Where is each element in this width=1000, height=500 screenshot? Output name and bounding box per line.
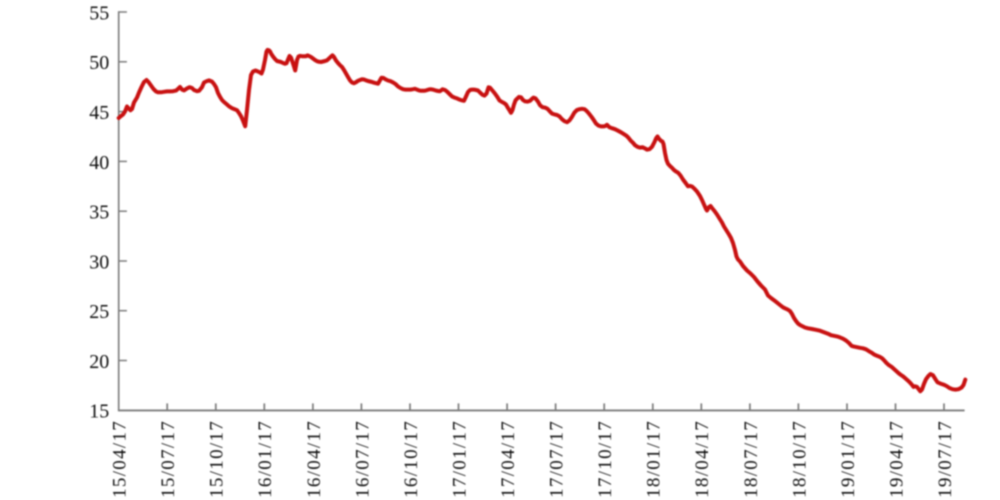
svg-text:19/04/17: 19/04/17: [886, 420, 907, 498]
svg-text:18/01/17: 18/01/17: [644, 420, 665, 498]
svg-text:30: 30: [89, 251, 109, 273]
svg-text:17/04/17: 17/04/17: [498, 420, 519, 498]
svg-text:16/04/17: 16/04/17: [304, 420, 325, 498]
svg-text:15/04/17: 15/04/17: [110, 420, 131, 498]
svg-text:18/07/17: 18/07/17: [741, 420, 762, 498]
svg-text:50: 50: [89, 52, 109, 74]
svg-text:35: 35: [89, 202, 109, 224]
svg-text:55: 55: [89, 2, 109, 24]
svg-text:16/10/17: 16/10/17: [401, 420, 422, 498]
svg-text:17/01/17: 17/01/17: [449, 420, 470, 498]
svg-text:15: 15: [89, 401, 109, 423]
svg-text:45: 45: [89, 102, 109, 124]
svg-text:18/10/17: 18/10/17: [789, 420, 810, 498]
svg-text:18/04/17: 18/04/17: [692, 420, 713, 498]
svg-text:20: 20: [89, 351, 109, 373]
svg-text:16/07/17: 16/07/17: [352, 420, 373, 498]
svg-text:15/10/17: 15/10/17: [207, 420, 228, 498]
svg-text:17/10/17: 17/10/17: [595, 420, 616, 498]
svg-text:15/07/17: 15/07/17: [158, 420, 179, 498]
svg-text:19/01/17: 19/01/17: [838, 420, 859, 498]
svg-text:17/07/17: 17/07/17: [547, 420, 568, 498]
svg-text:40: 40: [89, 152, 109, 174]
svg-text:25: 25: [89, 301, 109, 323]
svg-text:19/07/17: 19/07/17: [935, 420, 956, 498]
svg-text:16/01/17: 16/01/17: [255, 420, 276, 498]
